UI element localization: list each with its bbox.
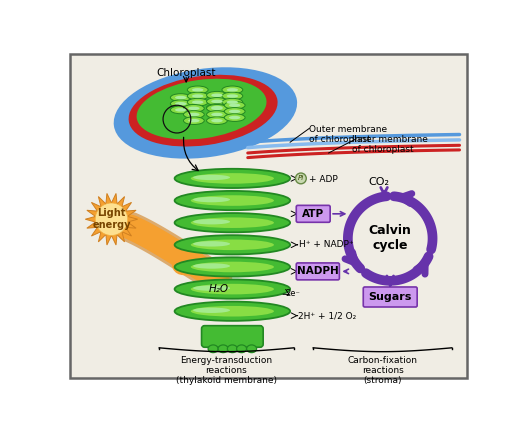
FancyBboxPatch shape — [296, 205, 330, 222]
Ellipse shape — [222, 92, 243, 100]
Text: Outer membrane
of chloroplast: Outer membrane of chloroplast — [309, 125, 387, 144]
Ellipse shape — [227, 101, 238, 104]
Text: H⁺ + NADP⁺: H⁺ + NADP⁺ — [299, 241, 354, 250]
Ellipse shape — [211, 107, 223, 110]
Ellipse shape — [193, 175, 230, 180]
Ellipse shape — [224, 107, 245, 115]
Ellipse shape — [174, 169, 290, 188]
Ellipse shape — [193, 263, 230, 269]
Ellipse shape — [174, 302, 290, 321]
Text: Light
energy: Light energy — [92, 208, 130, 230]
Text: 2e⁻: 2e⁻ — [285, 289, 300, 298]
Text: + ADP: + ADP — [309, 175, 337, 184]
Ellipse shape — [191, 284, 274, 294]
Ellipse shape — [170, 106, 191, 114]
Ellipse shape — [192, 101, 203, 104]
Ellipse shape — [222, 98, 243, 106]
Text: Calvin
cycle: Calvin cycle — [369, 224, 412, 253]
Ellipse shape — [174, 279, 290, 299]
Ellipse shape — [170, 100, 191, 107]
Ellipse shape — [211, 100, 223, 103]
Ellipse shape — [191, 195, 274, 206]
Ellipse shape — [193, 219, 230, 224]
FancyBboxPatch shape — [363, 287, 417, 307]
Text: Carbon-fixation
reactions
(stroma): Carbon-fixation reactions (stroma) — [347, 356, 418, 385]
Ellipse shape — [193, 197, 230, 202]
Ellipse shape — [247, 345, 257, 353]
Ellipse shape — [183, 111, 204, 119]
Ellipse shape — [224, 114, 245, 122]
Ellipse shape — [206, 117, 227, 125]
Ellipse shape — [211, 119, 223, 122]
Ellipse shape — [218, 345, 228, 353]
Ellipse shape — [211, 106, 223, 109]
Text: Inner membrane
of chloroplast: Inner membrane of chloroplast — [352, 134, 428, 154]
Ellipse shape — [188, 107, 200, 110]
Ellipse shape — [206, 92, 227, 99]
Ellipse shape — [227, 88, 238, 92]
Ellipse shape — [137, 79, 267, 140]
Polygon shape — [85, 193, 138, 245]
Circle shape — [95, 203, 128, 235]
Ellipse shape — [175, 108, 187, 112]
Ellipse shape — [192, 94, 203, 98]
Text: Sugars: Sugars — [368, 292, 412, 302]
Ellipse shape — [114, 67, 297, 159]
Ellipse shape — [229, 110, 241, 113]
Ellipse shape — [175, 96, 187, 99]
Text: Energy-transduction
reactions
(thylakoid membrane): Energy-transduction reactions (thylakoid… — [176, 356, 277, 385]
Ellipse shape — [174, 213, 290, 232]
Ellipse shape — [206, 98, 227, 105]
Circle shape — [296, 173, 307, 184]
Ellipse shape — [211, 113, 223, 116]
Ellipse shape — [208, 345, 218, 353]
Text: ATP: ATP — [302, 209, 324, 219]
Ellipse shape — [191, 217, 274, 228]
Ellipse shape — [183, 104, 204, 112]
Ellipse shape — [192, 88, 203, 92]
Ellipse shape — [229, 116, 241, 119]
Text: NADPH: NADPH — [297, 266, 339, 276]
Ellipse shape — [237, 345, 247, 353]
Text: H₂O: H₂O — [209, 284, 228, 294]
Ellipse shape — [187, 92, 208, 100]
Ellipse shape — [128, 75, 278, 146]
Ellipse shape — [187, 98, 208, 106]
Ellipse shape — [187, 86, 208, 94]
Ellipse shape — [211, 93, 223, 97]
Ellipse shape — [227, 94, 238, 98]
FancyBboxPatch shape — [296, 263, 340, 280]
Ellipse shape — [229, 104, 241, 107]
Ellipse shape — [206, 104, 227, 111]
Ellipse shape — [206, 104, 227, 112]
Ellipse shape — [174, 235, 290, 255]
Circle shape — [348, 196, 432, 281]
Ellipse shape — [193, 285, 230, 291]
Ellipse shape — [191, 262, 274, 272]
Ellipse shape — [170, 94, 191, 101]
Ellipse shape — [193, 308, 230, 313]
Ellipse shape — [222, 86, 243, 94]
Ellipse shape — [174, 257, 290, 276]
Ellipse shape — [191, 240, 274, 250]
Ellipse shape — [174, 191, 290, 210]
Ellipse shape — [191, 306, 274, 317]
FancyBboxPatch shape — [202, 326, 263, 347]
Text: CO₂: CO₂ — [368, 177, 389, 187]
Text: Pi: Pi — [298, 175, 304, 181]
Ellipse shape — [193, 241, 230, 247]
Text: 2H⁺ + 1/2 O₂: 2H⁺ + 1/2 O₂ — [298, 311, 356, 320]
Ellipse shape — [227, 345, 237, 353]
Text: Chloroplast: Chloroplast — [156, 68, 216, 78]
Ellipse shape — [224, 101, 245, 109]
Ellipse shape — [188, 113, 200, 116]
Ellipse shape — [183, 117, 204, 125]
Ellipse shape — [191, 173, 274, 184]
Ellipse shape — [175, 102, 187, 105]
Ellipse shape — [188, 119, 200, 122]
Ellipse shape — [206, 111, 227, 119]
